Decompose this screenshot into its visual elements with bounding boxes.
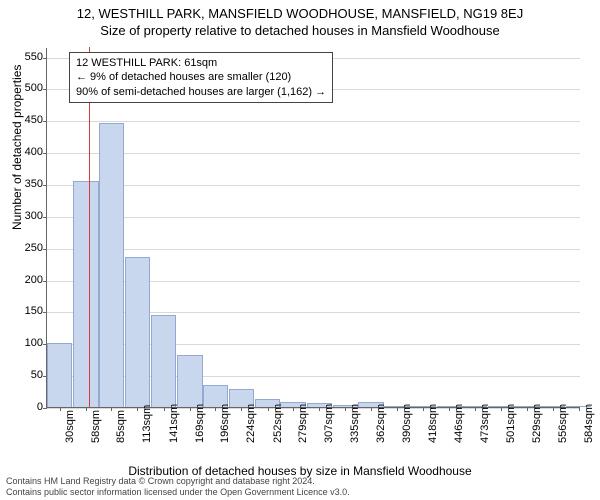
xtick-mark: [164, 407, 165, 411]
footer-line-2: Contains public sector information licen…: [6, 487, 350, 498]
histogram-bar: [99, 123, 124, 407]
xtick-label: 362sqm: [375, 404, 387, 443]
xtick-mark: [137, 407, 138, 411]
xtick-label: 30sqm: [64, 410, 76, 443]
legend-line-1: 12 WESTHILL PARK: 61sqm: [76, 56, 326, 70]
xtick-label: 418sqm: [427, 404, 439, 443]
xtick-label: 307sqm: [323, 404, 335, 443]
xtick-mark: [397, 407, 398, 411]
xtick-mark: [111, 407, 112, 411]
ytick-mark: [43, 89, 47, 90]
ytick-label: 350: [13, 178, 43, 190]
xtick-mark: [86, 407, 87, 411]
xtick-mark: [60, 407, 61, 411]
xtick-label: 390sqm: [401, 404, 413, 443]
xtick-mark: [579, 407, 580, 411]
grid-line: [47, 249, 580, 250]
legend-line-3: 90% of semi-detached houses are larger (…: [76, 85, 326, 99]
xtick-mark: [215, 407, 216, 411]
ytick-mark: [43, 185, 47, 186]
xtick-mark: [345, 407, 346, 411]
xtick-label: 279sqm: [297, 404, 309, 443]
xtick-label: 446sqm: [453, 404, 465, 443]
footer-line-1: Contains HM Land Registry data © Crown c…: [6, 476, 350, 487]
page-subtitle: Size of property relative to detached ho…: [0, 21, 600, 38]
grid-line: [47, 153, 580, 154]
xtick-mark: [449, 407, 450, 411]
xtick-label: 501sqm: [505, 404, 517, 443]
ytick-label: 450: [13, 114, 43, 126]
legend-line-2: ← 9% of detached houses are smaller (120…: [76, 70, 326, 84]
ytick-mark: [43, 408, 47, 409]
ytick-label: 200: [13, 274, 43, 286]
xtick-mark: [190, 407, 191, 411]
xtick-label: 556sqm: [557, 404, 569, 443]
ytick-label: 100: [13, 337, 43, 349]
xtick-mark: [371, 407, 372, 411]
footer: Contains HM Land Registry data © Crown c…: [6, 476, 350, 498]
chart-legend: 12 WESTHILL PARK: 61sqm ← 9% of detached…: [69, 52, 333, 103]
ytick-mark: [43, 58, 47, 59]
ytick-mark: [43, 249, 47, 250]
xtick-label: 252sqm: [272, 404, 284, 443]
xtick-mark: [553, 407, 554, 411]
xtick-label: 584sqm: [583, 404, 595, 443]
grid-line: [47, 217, 580, 218]
xtick-label: 196sqm: [219, 404, 231, 443]
xtick-label: 335sqm: [349, 404, 361, 443]
ytick-mark: [43, 153, 47, 154]
xtick-mark: [319, 407, 320, 411]
ytick-mark: [43, 312, 47, 313]
grid-line: [47, 185, 580, 186]
xtick-label: 473sqm: [479, 404, 491, 443]
ytick-label: 250: [13, 242, 43, 254]
plot-region: 05010015020025030035040045050055030sqm58…: [46, 48, 580, 408]
histogram-bar: [177, 355, 202, 407]
ytick-mark: [43, 217, 47, 218]
ytick-label: 300: [13, 210, 43, 222]
xtick-mark: [293, 407, 294, 411]
xtick-label: 58sqm: [90, 410, 102, 443]
ytick-mark: [43, 281, 47, 282]
ytick-label: 400: [13, 146, 43, 158]
xtick-label: 113sqm: [141, 405, 153, 443]
xtick-mark: [475, 407, 476, 411]
ytick-label: 0: [13, 401, 43, 413]
page-title: 12, WESTHILL PARK, MANSFIELD WOODHOUSE, …: [0, 0, 600, 21]
xtick-label: 141sqm: [168, 404, 180, 443]
xtick-mark: [268, 407, 269, 411]
xtick-label: 529sqm: [531, 404, 543, 443]
histogram-bar: [125, 257, 150, 407]
xtick-mark: [501, 407, 502, 411]
ytick-label: 50: [13, 369, 43, 381]
ytick-label: 550: [13, 51, 43, 63]
chart-area: 05010015020025030035040045050055030sqm58…: [46, 48, 580, 408]
histogram-bar: [47, 343, 72, 407]
xtick-label: 85sqm: [115, 410, 127, 443]
ytick-label: 150: [13, 305, 43, 317]
histogram-bar: [151, 315, 176, 407]
ytick-label: 500: [13, 82, 43, 94]
xtick-label: 169sqm: [194, 404, 206, 443]
ytick-mark: [43, 121, 47, 122]
xtick-label: 224sqm: [245, 404, 257, 443]
xtick-mark: [527, 407, 528, 411]
grid-line: [47, 121, 580, 122]
histogram-bar: [73, 181, 98, 407]
xtick-mark: [241, 407, 242, 411]
xtick-mark: [423, 407, 424, 411]
